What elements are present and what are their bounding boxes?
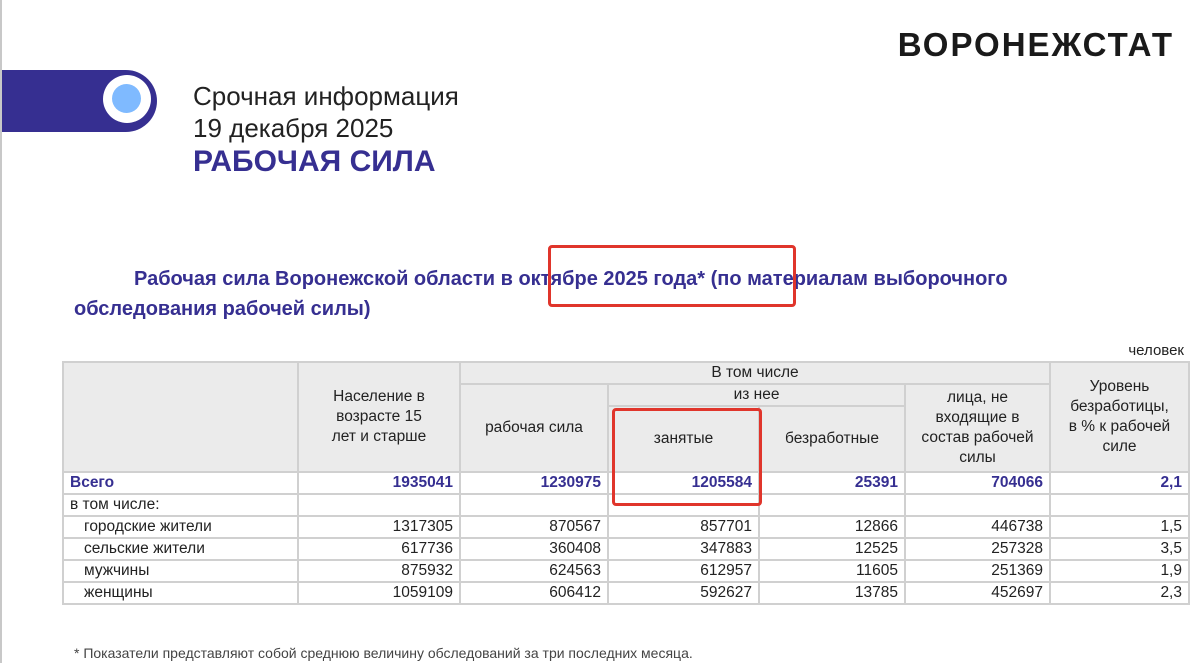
footnote: * Показатели представляют собой среднюю … [74, 645, 693, 661]
cell [297, 493, 461, 517]
cell: 452697 [904, 581, 1051, 605]
cell: 857701 [607, 515, 760, 539]
highlight-box [548, 245, 796, 307]
cell [904, 493, 1051, 517]
header-rate: Уровень безработицы, в % к рабочей силе [1049, 361, 1190, 473]
header-not-in-lf: лица, не входящие в состав рабочей силы [904, 383, 1051, 473]
cell: 12866 [758, 515, 906, 539]
title-part: (по материалам выборочного обследования … [74, 268, 1008, 320]
table-row-including: в том числе: [62, 493, 1190, 517]
cell: 257328 [904, 537, 1051, 561]
cell: 11605 [758, 559, 906, 583]
header-line1: Срочная информация [193, 81, 459, 111]
page-edge [0, 0, 2, 663]
brand-logo: ВОРОНЕЖСТАТ [897, 26, 1174, 63]
cell: 1,5 [1049, 515, 1190, 539]
table-row: женщины 1059109 606412 592627 13785 452697 2,3 [62, 581, 1190, 605]
cell: 3,5 [1049, 537, 1190, 561]
table-row: мужчины 875932 624563 612957 11605 251369 1,9 [62, 559, 1190, 583]
table-row-total: Всего 1935041 1230975 1205584 25391 7040… [62, 471, 1190, 495]
cell: 1205584 [607, 471, 760, 495]
cell: 1,9 [1049, 559, 1190, 583]
row-label: сельские жители [62, 537, 299, 561]
cell: 606412 [459, 581, 609, 605]
cell: 875932 [297, 559, 461, 583]
row-label: Всего [62, 471, 299, 495]
data-table: Население в возрасте 15 лет и старше В т… [62, 361, 1190, 605]
cell: 2,1 [1049, 471, 1190, 495]
header-date: 19 декабря 2025 [193, 113, 394, 143]
row-label: мужчины [62, 559, 299, 583]
cell: 360408 [459, 537, 609, 561]
cell: 624563 [459, 559, 609, 583]
cell: 1935041 [297, 471, 461, 495]
logo-dot [112, 84, 141, 113]
cell: 251369 [904, 559, 1051, 583]
header-population: Население в возрасте 15 лет и старше [297, 361, 461, 473]
title-highlight: в октябре 2025 года* [500, 268, 706, 290]
cell: 12525 [758, 537, 906, 561]
row-label: в том числе: [62, 493, 299, 517]
cell: 446738 [904, 515, 1051, 539]
cell: 2,3 [1049, 581, 1190, 605]
header-of-which: из нее [607, 383, 906, 407]
cell: 870567 [459, 515, 609, 539]
cell [758, 493, 906, 517]
unit-label: человек [1128, 342, 1184, 359]
header-including: В том числе [459, 361, 1051, 385]
cell [459, 493, 609, 517]
cell: 1230975 [459, 471, 609, 495]
header-unemployed: безработные [758, 405, 906, 473]
row-label: городские жители [62, 515, 299, 539]
cell [1049, 493, 1190, 517]
header-employed: занятые [607, 405, 760, 473]
row-label: женщины [62, 581, 299, 605]
table-title: Рабочая сила Воронежской области в октяб… [74, 264, 1154, 324]
header-labor-force: рабочая сила [459, 383, 609, 473]
cell: 347883 [607, 537, 760, 561]
table-row: сельские жители 617736 360408 347883 12525 25… [62, 537, 1190, 561]
title-part: Рабочая сила Воронежской области [134, 268, 501, 290]
cell: 13785 [758, 581, 906, 605]
cell: 1059109 [297, 581, 461, 605]
header-empty [62, 361, 299, 473]
table-row: городские жители 1317305 870567 857701 12866… [62, 515, 1190, 539]
cell: 612957 [607, 559, 760, 583]
highlight-box [612, 408, 762, 506]
cell: 1317305 [297, 515, 461, 539]
header-info: Срочная информация 19 декабря 2025 [193, 80, 459, 144]
cell: 617736 [297, 537, 461, 561]
cell: 704066 [904, 471, 1051, 495]
page-heading: РАБОЧАЯ СИЛА [193, 145, 436, 178]
cell: 25391 [758, 471, 906, 495]
cell: 592627 [607, 581, 760, 605]
